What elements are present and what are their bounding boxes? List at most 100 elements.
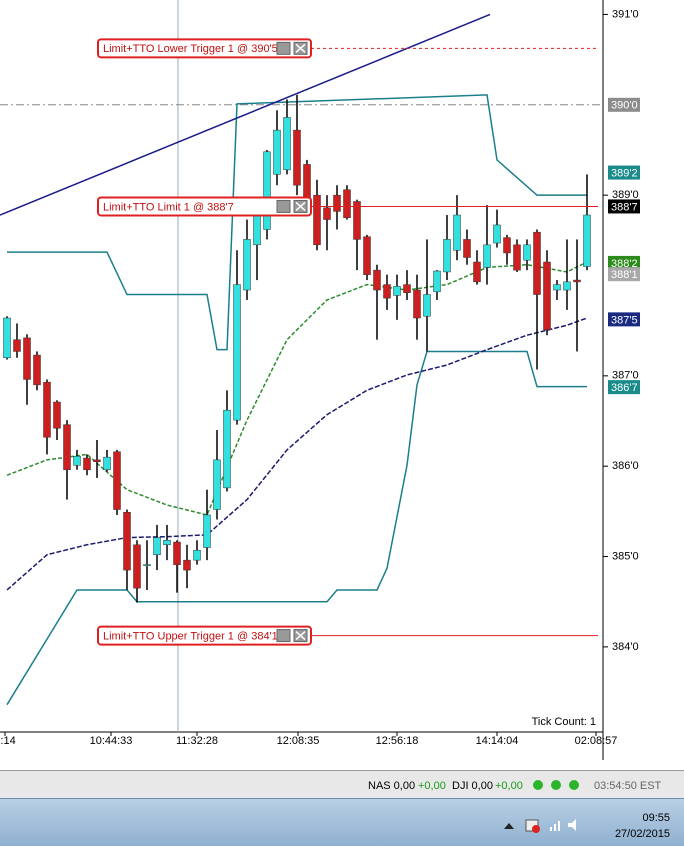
tray-icons[interactable] (500, 817, 580, 833)
y-tick-label: 387'0 (612, 370, 639, 382)
chart: Tick Count: 1 391'0 389'0 387'0 386'0 385'0 3… (0, 0, 684, 770)
candle-body (293, 129, 301, 186)
price-marker (608, 255, 640, 270)
price-marker-label: 388'1 (611, 269, 638, 281)
tick-count: Tick Count: 1 (532, 716, 596, 728)
candle-body (223, 409, 231, 489)
order-confirm (276, 41, 291, 55)
candle-body (423, 294, 431, 317)
dji-change: +0,00 (495, 780, 523, 792)
candle-body (283, 117, 291, 171)
candle-body (143, 564, 151, 566)
candle-body (213, 459, 221, 510)
price-marker (608, 97, 640, 112)
candle-body (353, 201, 361, 240)
candle-body (463, 239, 471, 258)
candle-body (393, 286, 401, 296)
order-box (97, 625, 312, 646)
candle-body (543, 261, 551, 331)
candle-body (253, 214, 261, 246)
candle-body (243, 239, 251, 291)
y-tick-label: 386'0 (612, 460, 639, 472)
candle-body (173, 541, 181, 565)
order-confirm (276, 629, 291, 643)
order-cancel-x (295, 201, 306, 212)
x-tick-label: 0:14 (0, 735, 16, 747)
indicator-line (6, 350, 587, 706)
candle-body (443, 239, 451, 273)
price-marker (608, 199, 640, 214)
candle-body (63, 424, 71, 471)
order-cancel-x (295, 43, 306, 53)
candle-body (103, 456, 111, 471)
price-marker (608, 165, 640, 180)
chart-background (0, 0, 684, 770)
candle-body (563, 281, 571, 291)
y-tick-label: 389'0 (612, 189, 639, 201)
candle-body (233, 284, 241, 421)
dji-quote: DJI 0,00 (452, 780, 493, 792)
candle-body (503, 237, 511, 254)
candle-body (43, 381, 51, 438)
candle-body (193, 549, 201, 561)
price-marker (608, 267, 640, 282)
order-text: Limit+TTO Lower Trigger 1 @ 390'5 (103, 43, 278, 55)
candle-body (183, 559, 191, 571)
candle-body (153, 537, 161, 555)
connection-lights (533, 780, 579, 790)
order-box (97, 38, 312, 59)
indicator-line (6, 317, 588, 591)
price-marker (608, 380, 640, 395)
price-marker-label: 390'0 (611, 100, 638, 112)
order-label[interactable]: Limit+TTO Limit 1 @ 388'7 (97, 196, 312, 217)
candle-body (83, 457, 91, 471)
y-tick-label: 384'0 (612, 641, 639, 653)
price-marker-label: 388'2 (611, 258, 638, 270)
indicator-line (7, 94, 587, 351)
candle-body (73, 456, 81, 466)
order-cancel-x (295, 631, 306, 641)
x-tick-label: 02:08:57 (575, 735, 618, 747)
nas-change: +0,00 (418, 780, 446, 792)
candle-body (493, 224, 501, 244)
order-label[interactable]: Limit+TTO Lower Trigger 1 @ 390'5 (97, 38, 312, 59)
order-text: Limit+TTO Limit 1 @ 388'7 (103, 201, 234, 213)
taskbar-date[interactable]: 27/02/2015 (614, 828, 670, 840)
x-tick-label: 10:44:33 (90, 735, 133, 747)
candle-body (13, 339, 21, 352)
price-marker-label: 388'7 (611, 201, 638, 213)
x-tick-label: 12:08:35 (277, 735, 320, 747)
order-label[interactable]: Limit+TTO Upper Trigger 1 @ 384'1 (97, 625, 312, 646)
candle-body (363, 236, 371, 275)
nas-quote: NAS 0,00 (368, 780, 416, 792)
order-box (97, 196, 312, 217)
candle-body (483, 244, 491, 268)
order-text: Limit+TTO Upper Trigger 1 @ 384'1 (103, 630, 278, 642)
clock: 03:54:50 EST (594, 780, 662, 792)
candle-body (403, 284, 411, 293)
candle-body (413, 289, 421, 319)
price-marker-label: 387'5 (611, 314, 638, 326)
y-tick-label: 385'0 (612, 550, 639, 562)
candle-body (583, 214, 591, 267)
candle-body (313, 194, 321, 246)
candle-body (203, 514, 211, 548)
candle-body (553, 284, 561, 291)
candle-body (3, 317, 11, 359)
candle-body (33, 354, 41, 386)
x-tick-label: 14:14:04 (476, 735, 519, 747)
candle-body (343, 189, 351, 218)
price-marker-label: 386'7 (611, 382, 638, 394)
taskbar-time[interactable]: 09:55 (642, 812, 670, 824)
price-marker (608, 312, 640, 327)
candle-body (113, 451, 121, 510)
candle-body (163, 540, 171, 546)
candle-body (523, 244, 531, 261)
candle-body (573, 279, 581, 283)
taskbar: 09:55 27/02/2015 (0, 798, 684, 846)
candle-body (123, 512, 131, 571)
candle-body (323, 207, 331, 220)
candle-body (533, 231, 541, 295)
candle-body (23, 337, 31, 380)
